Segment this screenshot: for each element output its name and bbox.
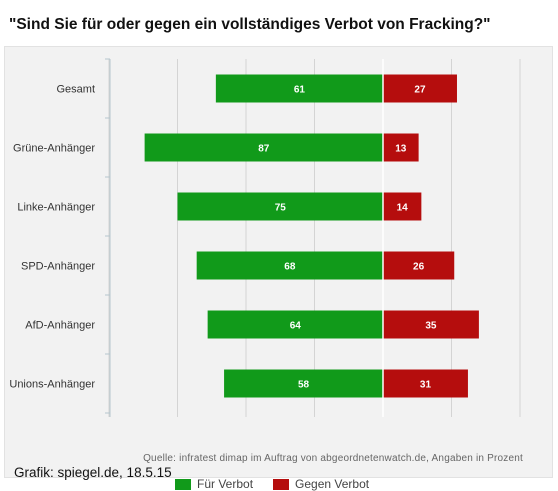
data-label-for: 68 (284, 262, 296, 273)
data-label-for: 61 (294, 85, 306, 96)
bar-for (215, 74, 383, 103)
legend: Für Verbot Gegen Verbot (175, 477, 389, 491)
data-label-against: 35 (425, 321, 437, 332)
source-note: Quelle: infratest dimap im Auftrag von a… (143, 453, 523, 464)
chart-panel: Gesamt Grüne-Anhänger Linke-Anhänger SPD-An… (4, 46, 553, 491)
data-label-against: 13 (395, 144, 407, 155)
labels: 61 27 87 13 75 14 68 26 64 35 58 31 (258, 85, 437, 391)
category-label: AfD-Anhänger (25, 320, 95, 332)
data-label-for: 75 (275, 203, 287, 214)
bar-chart: Gesamt Grüne-Anhänger Linke-Anhänger SPD-An… (9, 58, 521, 417)
category-label: Gesamt (56, 84, 95, 96)
legend-swatch-against (273, 478, 290, 490)
legend-item-for[interactable]: Für Verbot (175, 477, 253, 491)
bar-for (224, 369, 383, 398)
bar-for (177, 192, 383, 221)
legend-item-against[interactable]: Gegen Verbot (273, 477, 369, 491)
legend-label-against: Gegen Verbot (295, 477, 370, 491)
bar-against (383, 369, 468, 398)
bar-against (383, 192, 422, 221)
bar-for (196, 251, 383, 280)
data-label-against: 14 (397, 203, 409, 214)
bars (144, 59, 479, 417)
grid-lines (108, 59, 521, 417)
data-label-for: 64 (290, 321, 302, 332)
category-label: Grüne-Anhänger (13, 143, 95, 155)
category-axis: Gesamt Grüne-Anhänger Linke-Anhänger SPD-An… (9, 58, 111, 417)
legend-label-for: Für Verbot (197, 477, 254, 491)
bar-for (207, 310, 383, 339)
bar-for (144, 133, 383, 162)
category-label: SPD-Anhänger (21, 261, 95, 273)
bar-against (383, 310, 479, 339)
data-label-for: 58 (298, 380, 310, 391)
legend-swatch-for (175, 478, 191, 490)
graphic-credit: Grafik: spiegel.de, 18.5.15 (14, 465, 172, 480)
bar-against (383, 74, 457, 103)
category-label: Linke-Anhänger (17, 202, 95, 214)
data-label-against: 26 (413, 262, 425, 273)
chart-title: "Sind Sie für oder gegen ein vollständig… (9, 16, 491, 33)
data-label-against: 31 (420, 380, 432, 391)
data-label-against: 27 (414, 85, 426, 96)
data-label-for: 87 (258, 144, 270, 155)
bar-against (383, 251, 455, 280)
bar-against (383, 133, 419, 162)
category-label: Unions-Anhänger (9, 379, 95, 391)
